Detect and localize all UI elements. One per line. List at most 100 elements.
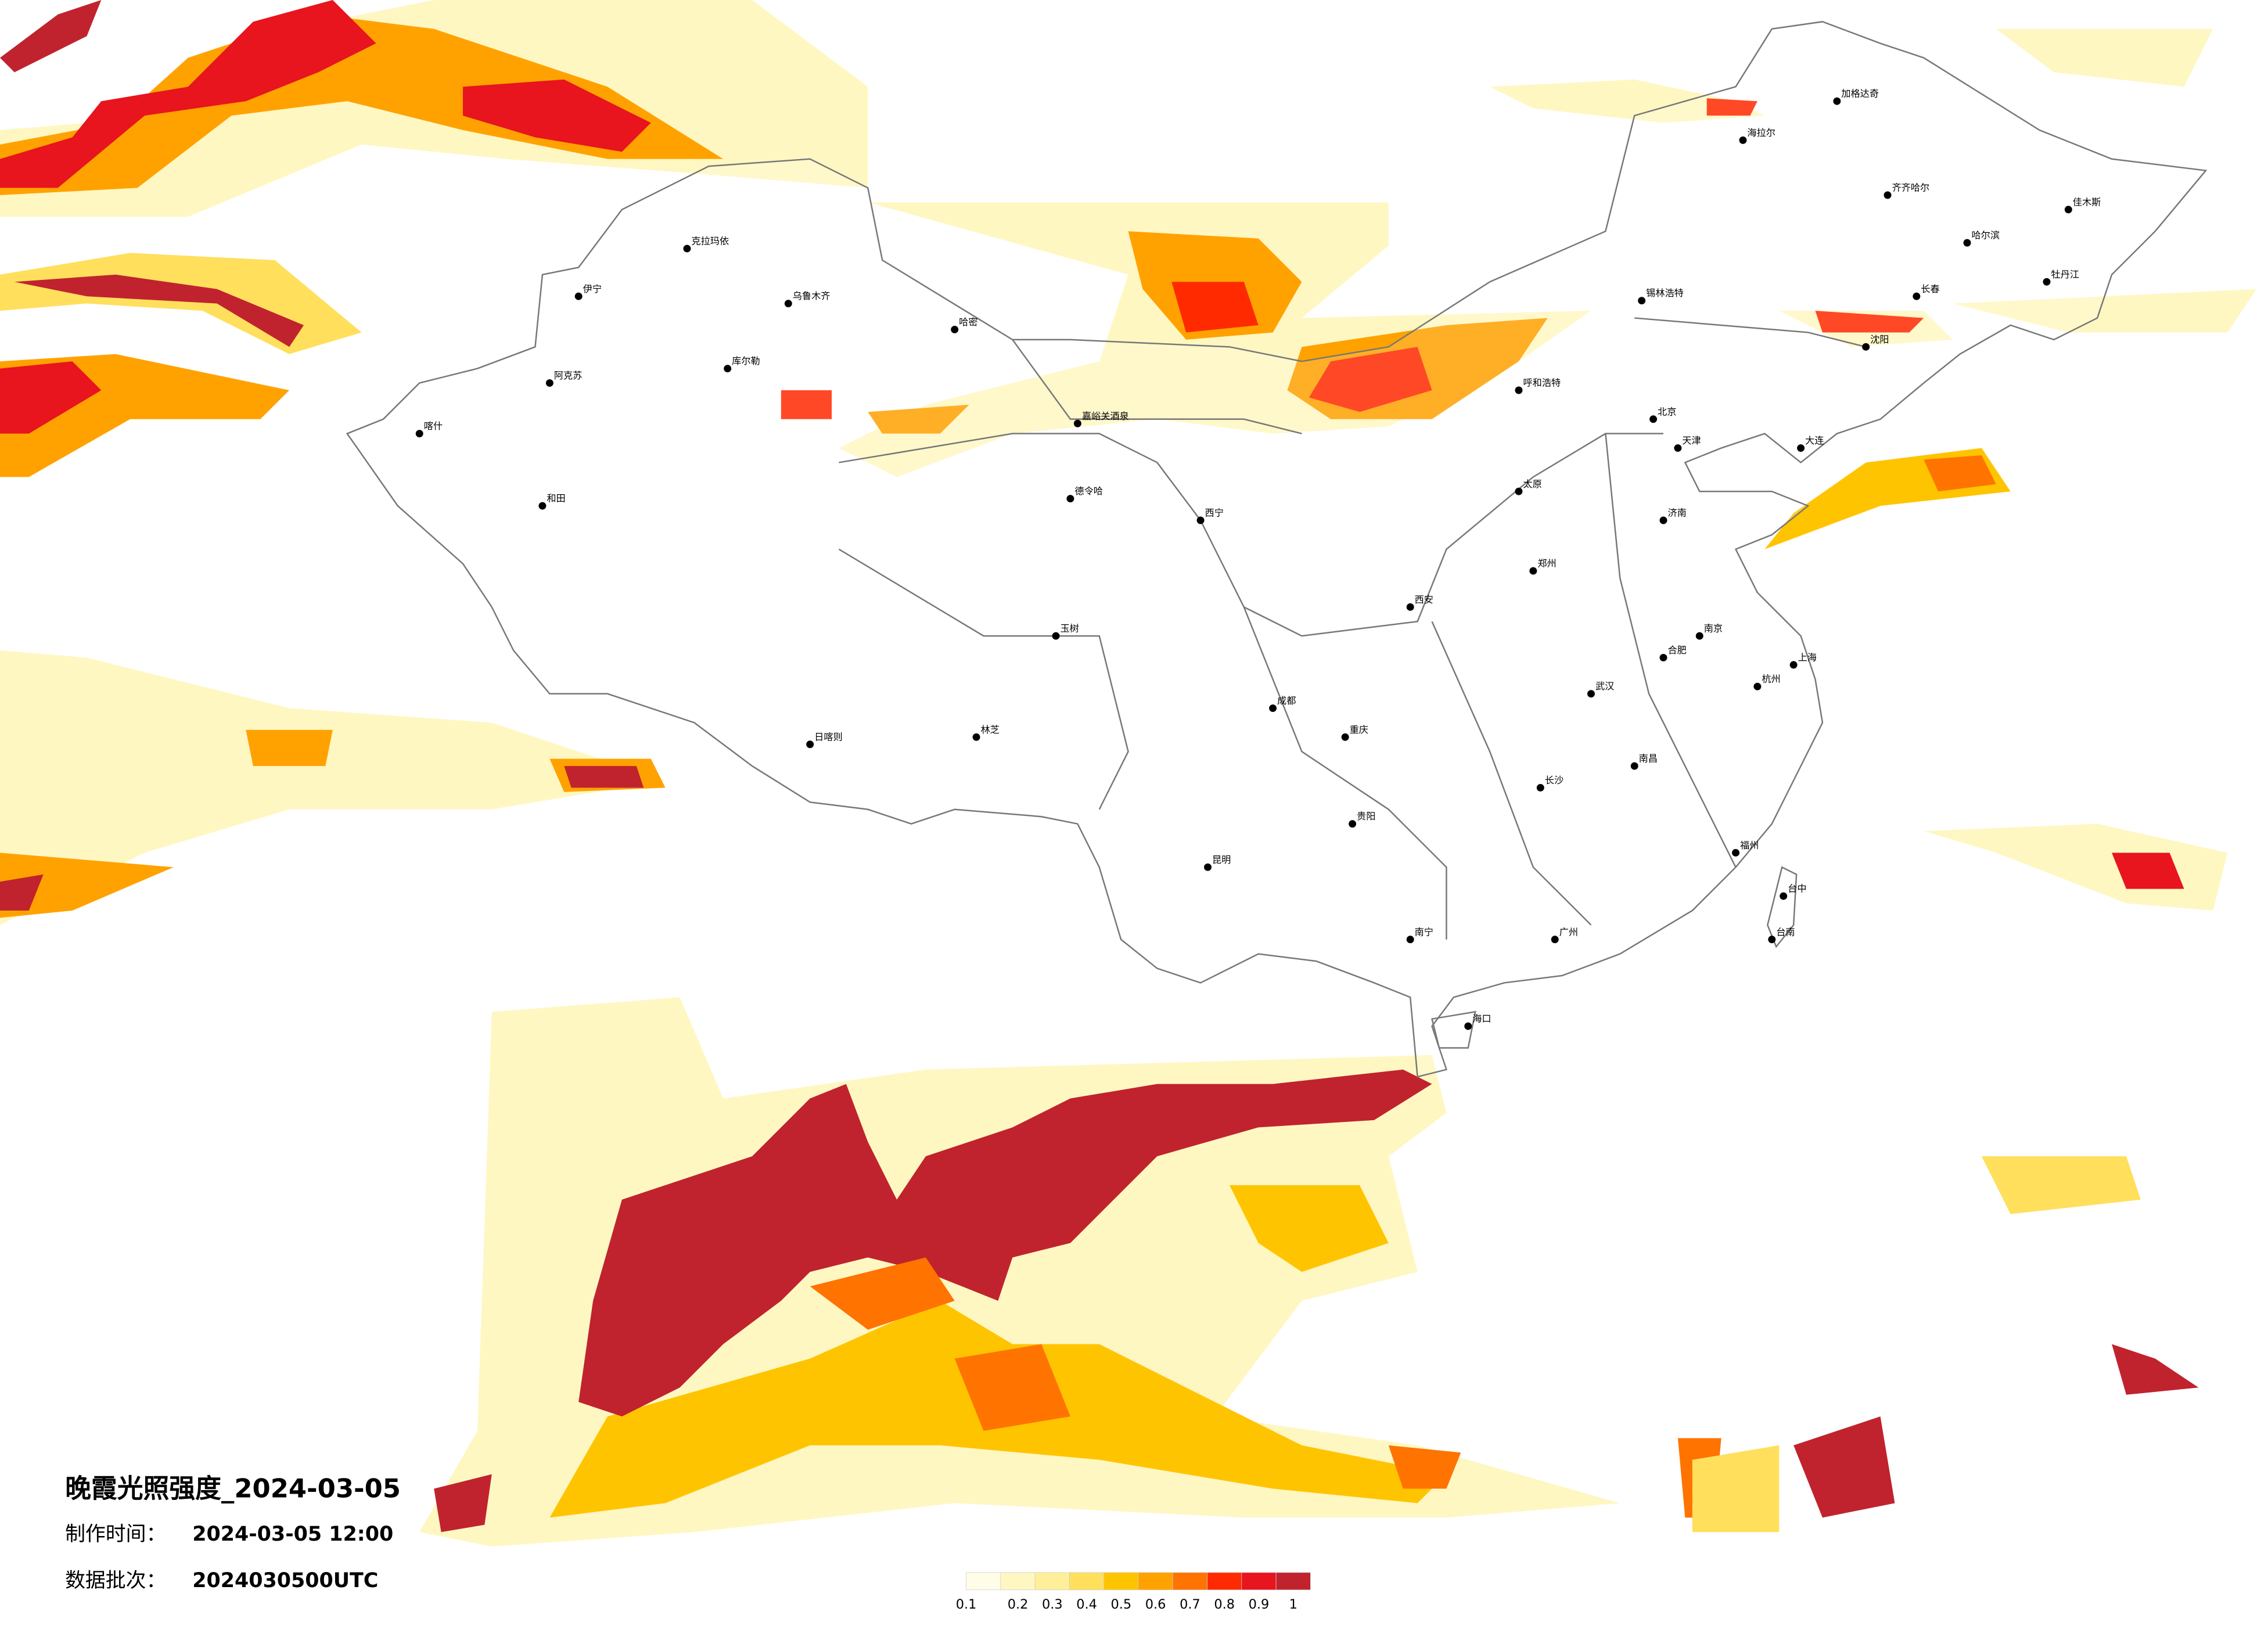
map-title: 晚霞光照强度_2024-03-05 xyxy=(65,1473,401,1504)
island-border xyxy=(1430,866,1798,1049)
city-label: 南京 xyxy=(1704,623,1723,634)
city-dot xyxy=(1073,419,1081,427)
city-label: 海口 xyxy=(1472,1013,1491,1024)
city-dot xyxy=(415,430,423,438)
city-dot xyxy=(683,244,691,253)
city-dot xyxy=(538,502,547,510)
heat-area xyxy=(810,1257,1721,1518)
city-dot xyxy=(972,733,980,741)
legend-swatch xyxy=(1034,1572,1070,1591)
city-label: 台南 xyxy=(1776,926,1795,937)
legend-tick-label: 0.5 xyxy=(1111,1597,1132,1612)
heat-area xyxy=(462,79,651,152)
city-dot xyxy=(1406,603,1414,611)
heat-area xyxy=(1924,823,2228,911)
heat-layer xyxy=(0,0,2257,1547)
borders xyxy=(346,21,2208,1078)
city-dot xyxy=(2043,278,2051,286)
city-dot xyxy=(1674,444,1682,452)
legend-tick-label: 0.6 xyxy=(1145,1597,1166,1612)
province-border xyxy=(838,317,1866,940)
city-dot xyxy=(1797,444,1805,452)
city-label: 海拉尔 xyxy=(1747,127,1775,138)
legend-swatch xyxy=(966,1572,1001,1591)
legend-swatch xyxy=(1104,1572,1139,1591)
city-dot xyxy=(806,740,814,749)
legend-swatch xyxy=(1069,1572,1105,1591)
legend-tick-label: 0.9 xyxy=(1249,1597,1270,1612)
heat-area xyxy=(1924,455,1996,492)
heat-area xyxy=(0,14,724,196)
city-dot xyxy=(1630,762,1638,770)
city-label: 加格达奇 xyxy=(1841,88,1879,99)
city-dot xyxy=(1963,239,1971,247)
city-label: 沈阳 xyxy=(1870,334,1889,345)
city-label: 天津 xyxy=(1682,435,1701,446)
city-dot xyxy=(1753,682,1762,690)
city-label: 长春 xyxy=(1921,283,1939,294)
city-dot xyxy=(1732,848,1739,857)
city-dot xyxy=(1196,516,1205,524)
heat-area xyxy=(0,361,102,434)
city-label: 昆明 xyxy=(1212,854,1231,865)
city-label: 成都 xyxy=(1277,695,1296,706)
heat-area xyxy=(0,0,102,73)
city-dot xyxy=(1659,653,1667,661)
city-dot xyxy=(1269,704,1277,713)
legend-tick-label: 0.3 xyxy=(1042,1597,1063,1612)
city-label: 太原 xyxy=(1523,479,1541,490)
legend-swatch xyxy=(1275,1572,1311,1591)
heat-area xyxy=(0,0,376,188)
legend-tick-label: 0.4 xyxy=(1076,1597,1097,1612)
heat-area xyxy=(0,253,362,354)
heat-area xyxy=(0,766,644,911)
city-dot xyxy=(545,379,553,387)
city-dot xyxy=(1349,820,1357,828)
city-dot xyxy=(1638,297,1646,305)
legend-tick-label: 1 xyxy=(1289,1597,1297,1612)
city-label: 玉树 xyxy=(1060,623,1079,634)
city-dot xyxy=(1780,892,1788,900)
heat-area xyxy=(0,729,666,918)
city-label: 济南 xyxy=(1667,508,1686,519)
city-label: 广州 xyxy=(1559,926,1578,937)
city-label: 上海 xyxy=(1798,652,1817,663)
city-dot xyxy=(1204,863,1212,871)
legend-swatch xyxy=(1207,1572,1242,1591)
city-label: 西宁 xyxy=(1205,508,1224,519)
city-label: 福州 xyxy=(1740,840,1759,851)
city-label: 北京 xyxy=(1658,406,1676,417)
city-label: 长沙 xyxy=(1545,775,1563,786)
city-dot xyxy=(1464,1022,1472,1030)
legend: 0.1 0.2 0.3 0.4 0.5 0.6 0.7 0.8 0.9 1 xyxy=(956,1572,1311,1612)
heat-area xyxy=(0,650,666,925)
country-border xyxy=(346,21,2208,1078)
city-label: 哈密 xyxy=(959,316,977,328)
city-dot xyxy=(1768,936,1776,944)
city-label: 林芝 xyxy=(981,724,1000,735)
city-dot xyxy=(1659,516,1667,524)
legend-swatch xyxy=(1172,1572,1207,1591)
city-label: 呼和浩特 xyxy=(1523,377,1561,388)
city-dot xyxy=(1884,191,1892,199)
city-dot xyxy=(1739,136,1747,144)
city-label: 克拉玛依 xyxy=(691,236,729,247)
legend-tick-label: 0.8 xyxy=(1214,1597,1235,1612)
city-dot xyxy=(1587,690,1595,698)
city-label: 锡林浩特 xyxy=(1646,287,1684,298)
city-label: 南昌 xyxy=(1639,753,1658,764)
city-label: 西安 xyxy=(1415,594,1433,605)
city-dot xyxy=(1052,632,1060,640)
city-label: 南宁 xyxy=(1415,926,1433,937)
city-dot xyxy=(1695,632,1703,640)
city-dot xyxy=(1515,386,1523,394)
city-dot xyxy=(2064,206,2072,214)
legend-swatch xyxy=(1000,1572,1036,1591)
city-dot xyxy=(574,292,583,300)
city-label: 库尔勒 xyxy=(732,355,760,366)
city-label: 牡丹江 xyxy=(2051,269,2079,280)
made-value: 2024-03-05 12:00 xyxy=(192,1523,393,1546)
city-dot xyxy=(1833,97,1841,105)
city-label: 重庆 xyxy=(1350,724,1368,735)
